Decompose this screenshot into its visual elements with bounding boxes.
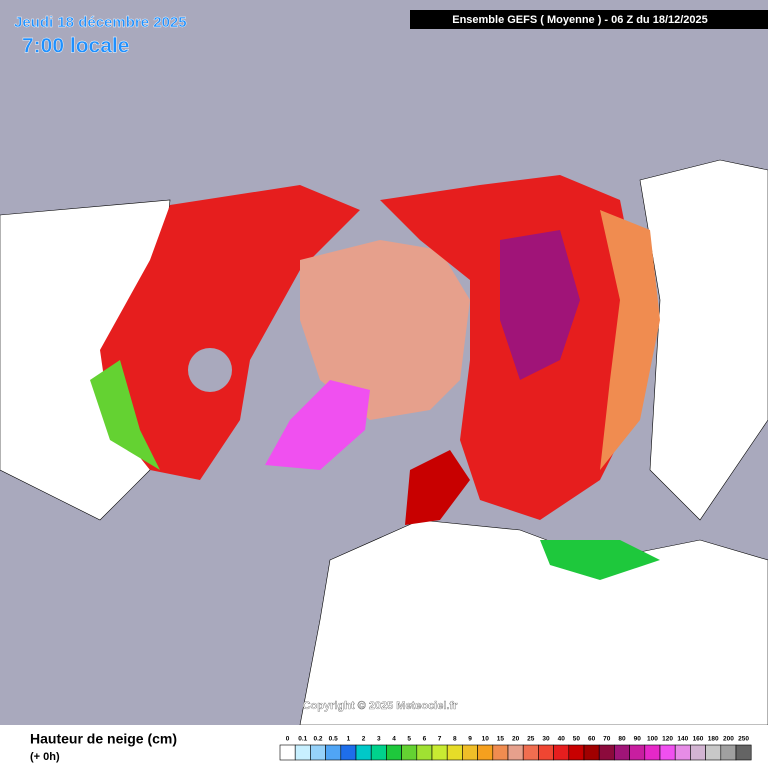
legend-label: 10 (482, 736, 490, 743)
legend-swatch (355, 744, 372, 761)
legend-label: 25 (527, 736, 535, 743)
legend-label: 30 (542, 736, 550, 743)
arctic-ice (300, 240, 470, 420)
legend-swatch (325, 744, 342, 761)
legend-label: 5 (407, 736, 411, 743)
legend-swatch (553, 744, 570, 761)
hudson-bay (188, 348, 232, 392)
legend-label: 50 (573, 736, 581, 743)
legend-label: 3 (377, 736, 381, 743)
snow-deep (500, 230, 580, 380)
legend-label: 0.2 (313, 736, 322, 743)
legend-swatch (538, 744, 554, 761)
legend-swatch (462, 744, 478, 761)
legend-label: 1 (347, 736, 351, 743)
copyright: Copyright © 2025 Meteociel.fr (303, 700, 459, 712)
legend-label: 70 (603, 736, 611, 743)
snow-south (540, 540, 660, 580)
legend-label: 0 (286, 736, 290, 743)
legend-swatch (598, 744, 615, 761)
legend-swatch (568, 744, 585, 761)
legend-label: 250 (738, 736, 749, 743)
snow-scandinavia (405, 450, 470, 525)
legend-label: 180 (708, 736, 719, 743)
legend-label: 8 (453, 736, 457, 743)
snow-edge (90, 360, 160, 470)
legend-swatch (735, 744, 752, 761)
legend-title: Hauteur de neige (cm) (30, 731, 177, 747)
time: 7:00 locale (22, 35, 129, 58)
legend-swatch (583, 744, 600, 761)
snow-canada (100, 185, 360, 480)
legend-label: 100 (647, 736, 658, 743)
legend-swatch (386, 744, 402, 761)
legend-swatch (720, 744, 737, 761)
legend-swatch (279, 744, 296, 761)
legend-swatch (446, 744, 463, 761)
legend-swatch (522, 744, 539, 761)
legend-label: 15 (497, 736, 505, 743)
legend-label: 90 (634, 736, 642, 743)
legend-label: 7 (438, 736, 442, 743)
legend-label: 140 (677, 736, 688, 743)
legend-label: 120 (662, 736, 673, 743)
legend-swatch (492, 744, 509, 761)
legend-label: 4 (392, 736, 396, 743)
legend-label: 9 (468, 736, 472, 743)
legend-swatch (416, 744, 433, 761)
legend-swatch (674, 744, 691, 761)
legend-swatch (644, 744, 661, 761)
legend-scale: 0 0.1 0.2 0.5 1 2 3 4 5 6 7 8 9 10 15 20 25 30 40 50 60 70 80 9… (279, 736, 752, 761)
model-box (410, 10, 768, 29)
legend-swatch (401, 744, 418, 761)
legend-label: 2 (362, 736, 366, 743)
legend-label: 0.5 (329, 736, 338, 743)
date: Jeudi 18 décembre 2025 (14, 14, 187, 31)
legend-swatch (614, 744, 630, 761)
legend-swatch (629, 744, 646, 761)
legend-label: 40 (558, 736, 566, 743)
legend-swatch (310, 744, 326, 761)
legend-swatch (294, 744, 311, 761)
legend-swatch (690, 744, 706, 761)
legend-label: 20 (512, 736, 520, 743)
legend-label: 80 (618, 736, 626, 743)
model: Ensemble GEFS ( Moyenne ) - 06 Z du 18/1… (452, 14, 708, 26)
legend-swatch (340, 744, 357, 761)
legend-label: 200 (723, 736, 734, 743)
legend-swatch (431, 744, 448, 761)
legend-swatch (705, 744, 722, 761)
legend-swatch (370, 744, 387, 761)
snow-greenland (265, 380, 370, 470)
legend-label: 0.1 (298, 736, 307, 743)
legend-swatch (477, 744, 494, 761)
legend-step: (+ 0h) (30, 751, 60, 763)
legend-label: 160 (693, 736, 704, 743)
legend-swatch (659, 744, 676, 761)
legend-label: 60 (588, 736, 596, 743)
legend-swatch (507, 744, 524, 761)
snow-east (600, 210, 660, 470)
europe-africa (299, 519, 768, 726)
legend-label: 6 (423, 736, 427, 743)
